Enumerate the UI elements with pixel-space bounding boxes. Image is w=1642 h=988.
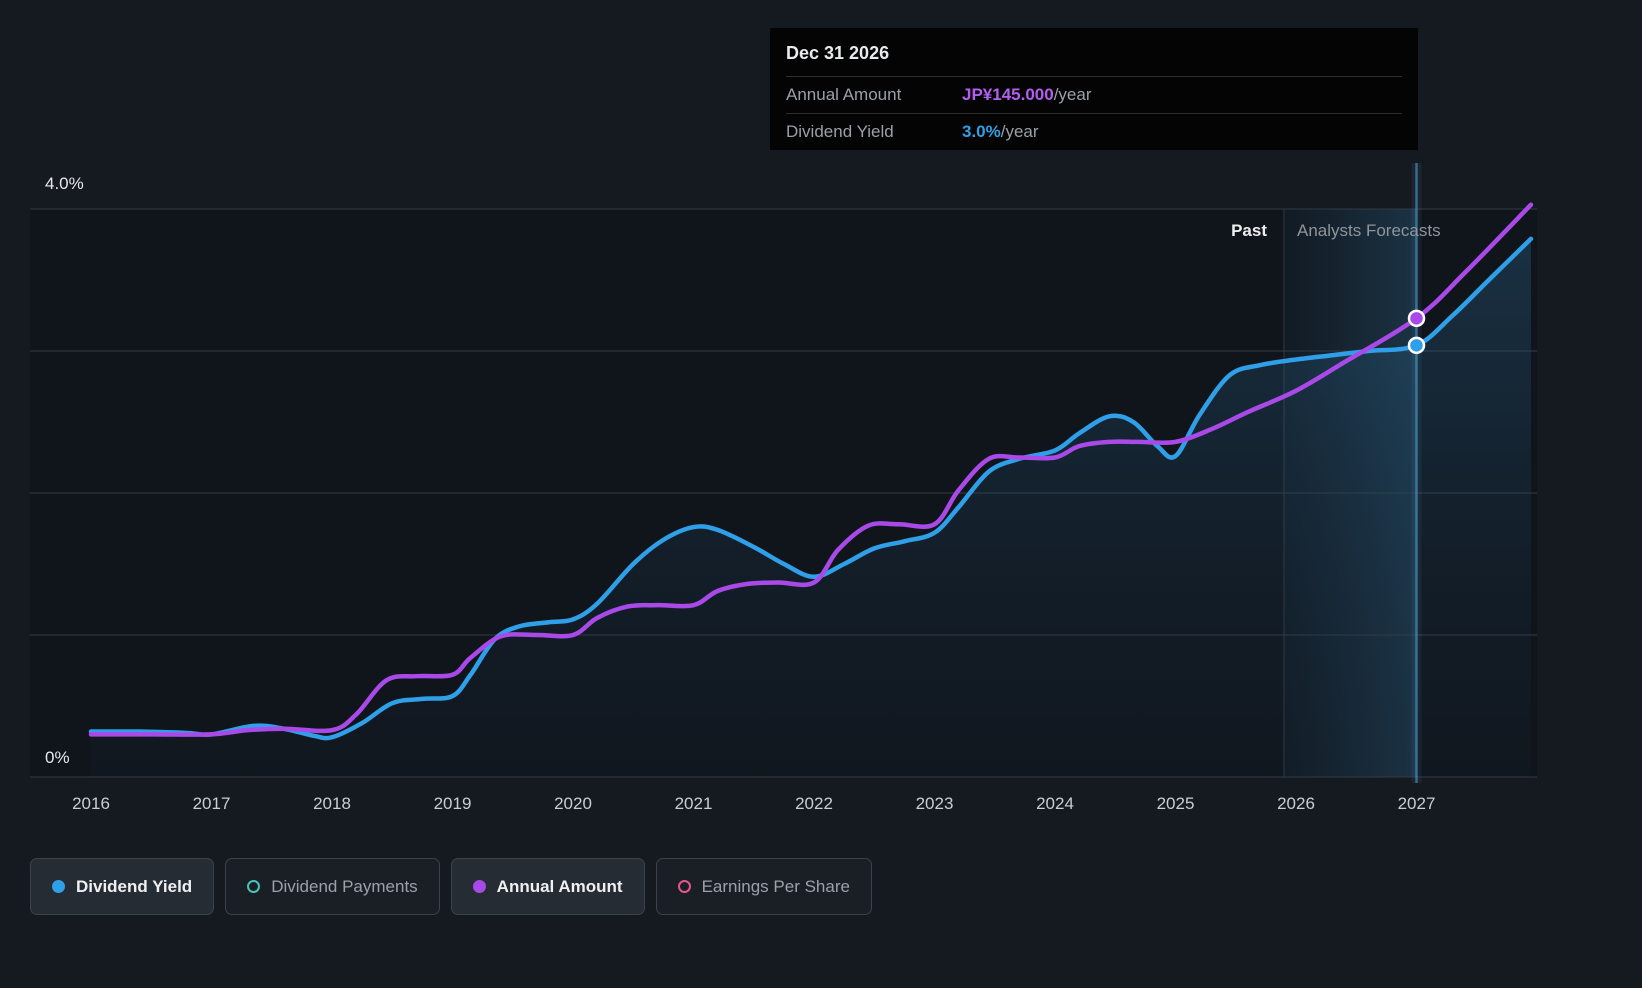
tooltip-row-annual-amount: Annual Amount JP¥145.000 /year [786,76,1402,113]
x-axis-tick: 2018 [313,794,351,813]
legend-label: Dividend Payments [271,876,418,896]
x-axis-tick: 2016 [72,794,110,813]
chart-tooltip: Dec 31 2026 Annual Amount JP¥145.000 /ye… [770,28,1418,150]
x-axis-tick: 2026 [1277,794,1315,813]
legend-item-annual-amount[interactable]: Annual Amount [450,858,645,915]
legend-label: Annual Amount [496,876,623,896]
x-axis-tick: 2024 [1036,794,1074,813]
legend-label: Earnings Per Share [701,876,850,896]
x-axis-tick: 2025 [1156,794,1195,813]
hover-marker [1407,336,1426,355]
legend-label: Dividend Yield [76,876,193,896]
x-axis-tick: 2019 [433,794,472,813]
y-axis-label-max: 4.0% [45,174,84,193]
tooltip-row-dividend-yield: Dividend Yield 3.0% /year [786,113,1402,150]
x-axis-tick: 2021 [674,794,713,813]
series-line-annual-amount [88,202,1534,737]
y-axis-label-min: 0% [45,748,70,767]
dividend-payments-circle-icon [247,880,261,893]
tooltip-label: Annual Amount [786,85,902,104]
dividend-yield-dot-icon [52,880,65,893]
tooltip-value-suffix: /year [1053,85,1092,104]
tooltip-value: JP¥145.000 [962,85,1054,104]
annual-amount-dot-icon [472,880,486,893]
hover-marker [1407,309,1426,328]
past-label: Past [1231,221,1267,240]
x-axis-tick: 2023 [915,794,954,813]
analysts-forecasts-label: Analysts Forecasts [1297,221,1441,240]
legend-item-earnings-per-share[interactable]: Earnings Per Share [655,858,872,915]
x-axis-tick: 2027 [1397,794,1436,813]
tooltip-date: Dec 31 2026 [786,43,890,63]
tooltip-label: Dividend Yield [786,122,894,141]
x-axis-tick: 2022 [795,794,833,813]
x-axis-tick: 2017 [192,794,231,813]
tooltip-value-suffix: /year [1000,122,1039,141]
tooltip-value: 3.0% [962,122,1001,141]
area-fill-dividend-yield [91,238,1531,777]
legend-item-dividend-yield[interactable]: Dividend Yield [30,858,215,915]
x-axis-tick: 2020 [554,794,592,813]
earnings-per-share-circle-icon [677,880,691,893]
legend-item-dividend-payments[interactable]: Dividend Payments [225,858,440,915]
series-line-dividend-yield [88,236,1534,741]
hover-line [1415,163,1418,783]
chart-legend: Dividend Yield Dividend Payments Annual … [30,858,872,915]
